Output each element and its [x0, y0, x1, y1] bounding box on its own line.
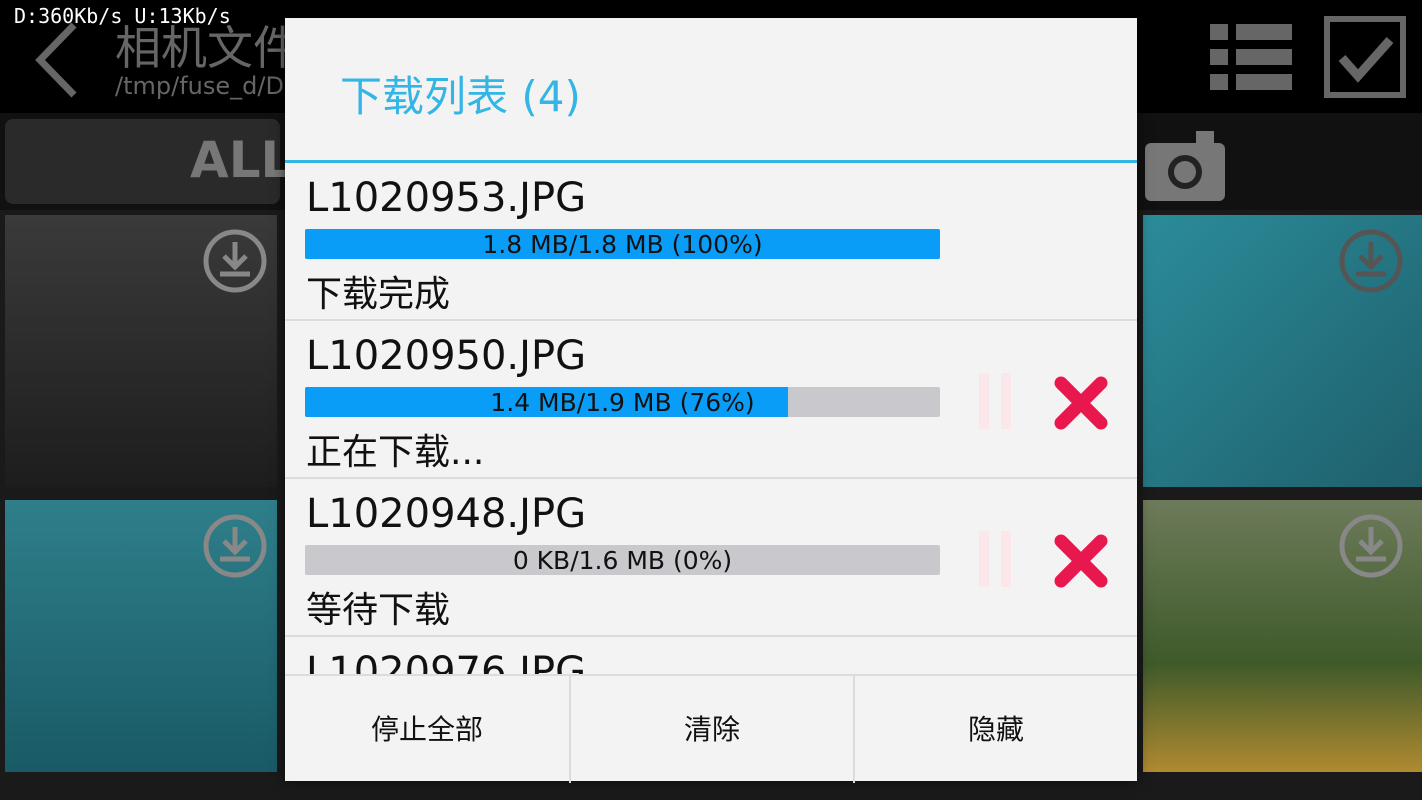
file-name: L1020950.JPG: [306, 333, 587, 379]
download-status: 正在下载...: [306, 432, 485, 473]
dialog-button[interactable]: 清除: [569, 676, 853, 783]
dialog-button[interactable]: 隐藏: [853, 676, 1137, 783]
download-icon[interactable]: [1338, 513, 1404, 579]
progress-track: 0 KB/1.6 MB (0%): [305, 545, 940, 575]
progress-fill: [305, 229, 940, 259]
progress-track: 1.8 MB/1.8 MB (100%): [305, 229, 940, 259]
dialog-button[interactable]: 停止全部: [370, 713, 483, 746]
folder-path: /tmp/fuse_d/D: [115, 72, 284, 100]
cancel-button[interactable]: [1053, 533, 1109, 589]
download-item: L1020950.JPG 1.4 MB/1.9 MB (76%) 正在下载...: [285, 321, 1137, 479]
select-icon[interactable]: [1322, 14, 1408, 100]
download-dialog: 下载列表 (4) L1020953.JPG 1.8 MB/1.8 MB (100%…: [285, 18, 1137, 783]
back-icon[interactable]: [30, 20, 80, 100]
download-status: 等待下载: [306, 590, 451, 631]
progress-label: 0 KB/1.6 MB (0%): [512, 546, 733, 575]
progress-track: 1.4 MB/1.9 MB (76%): [305, 387, 940, 417]
camera-icon[interactable]: [1142, 125, 1228, 205]
download-item: L1020953.JPG 1.8 MB/1.8 MB (100%) 下载完成: [285, 163, 1137, 321]
list-icon[interactable]: [1208, 22, 1294, 92]
download-icon[interactable]: [202, 228, 268, 294]
download-list: L1020953.JPG 1.8 MB/1.8 MB (100%) 下载完成 L102…: [285, 163, 1137, 674]
download-status: 下载完成: [306, 274, 451, 315]
pause-button[interactable]: [975, 373, 1020, 429]
cancel-button[interactable]: [1053, 375, 1109, 431]
dialog-title: 下载列表 (4): [340, 72, 581, 121]
tab-label: ALL: [190, 131, 293, 189]
button-bar: 停止全部 清除 隐藏: [285, 674, 1137, 783]
folder-title: 相机文件: [115, 21, 299, 75]
file-name: L1020948.JPG: [306, 491, 587, 537]
file-name: L1020953.JPG: [306, 175, 587, 221]
title-divider: [285, 160, 1137, 163]
download-icon[interactable]: [202, 513, 268, 579]
file-name: L1020976.JPG: [306, 649, 587, 674]
download-item: L1020976.JPG: [285, 637, 1137, 674]
progress-label: 1.8 MB/1.8 MB (100%): [482, 230, 763, 259]
download-icon[interactable]: [1338, 228, 1404, 294]
download-item: L1020948.JPG 0 KB/1.6 MB (0%) 等待下载: [285, 479, 1137, 637]
tab-all[interactable]: [5, 119, 280, 204]
speed: D:360Kb/s U:13Kb/s: [14, 4, 231, 28]
progress-label: 1.4 MB/1.9 MB (76%): [490, 388, 755, 417]
pause-button[interactable]: [975, 531, 1020, 587]
progress-fill: [305, 387, 788, 417]
